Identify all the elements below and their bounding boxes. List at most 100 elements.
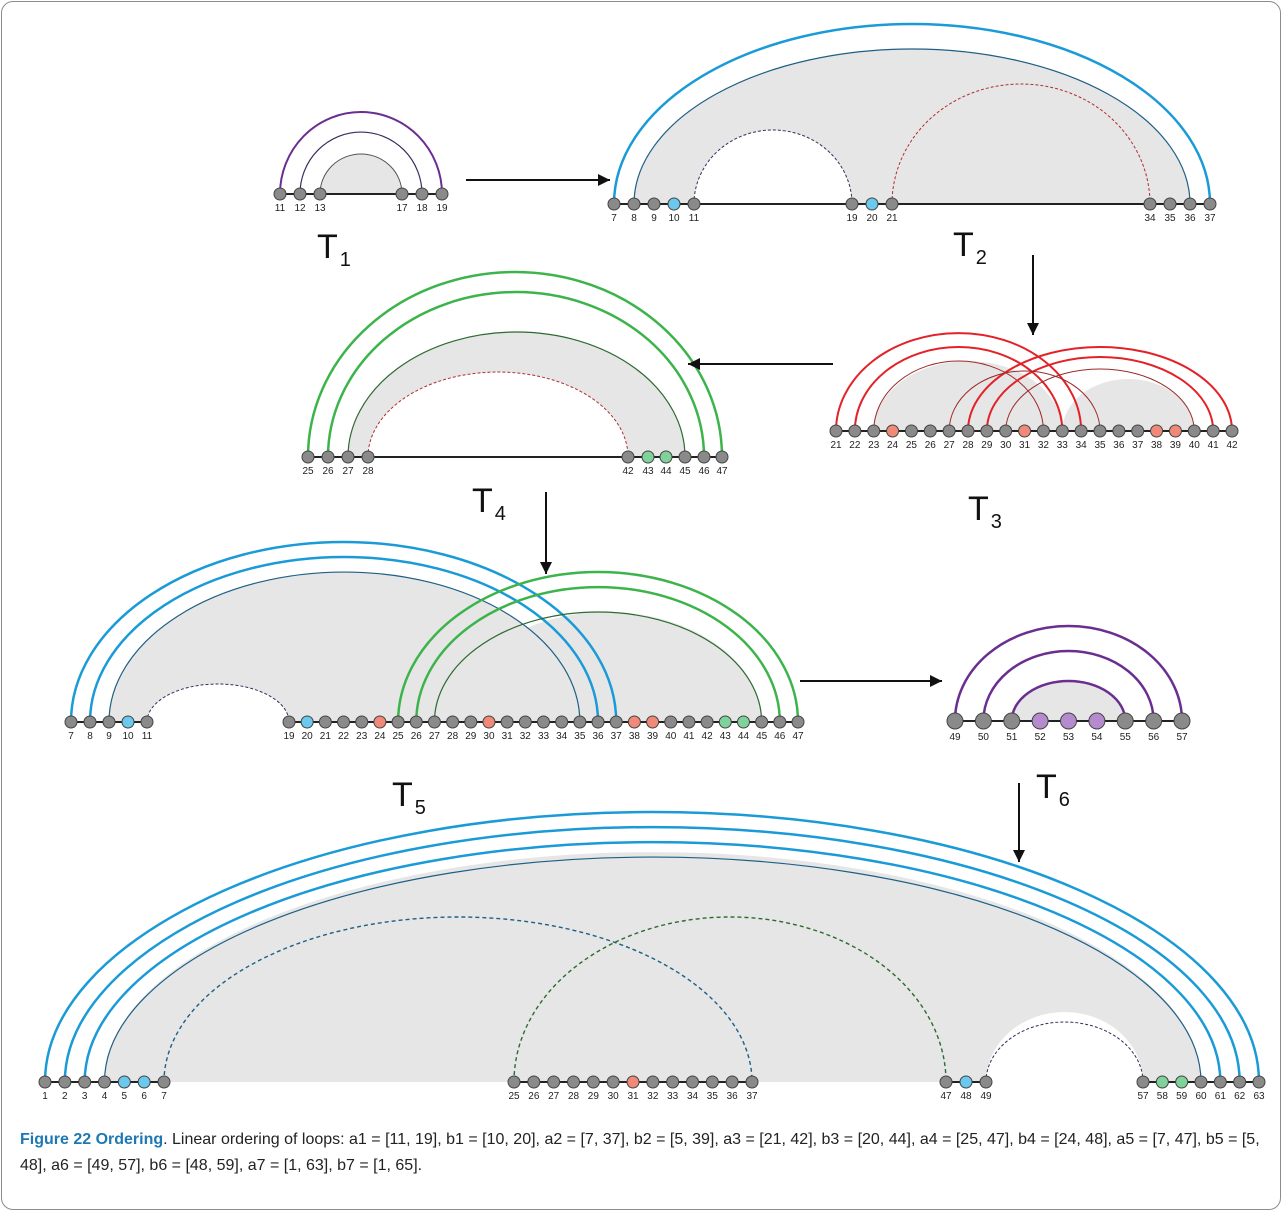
t3-arc-a1 bbox=[835, 332, 1083, 432]
t6-shade bbox=[1011, 681, 1126, 721]
t3-node bbox=[961, 424, 975, 438]
t7-node-label: 27 bbox=[548, 1091, 560, 1102]
t2-node-label: 37 bbox=[1204, 213, 1216, 224]
t3-node bbox=[980, 424, 994, 438]
t5-node bbox=[736, 715, 750, 729]
t4-node bbox=[641, 450, 655, 464]
t2-node bbox=[885, 197, 899, 211]
t3-node bbox=[867, 424, 881, 438]
t5-node bbox=[446, 715, 460, 729]
t7-node bbox=[705, 1075, 719, 1089]
t2-node bbox=[1183, 197, 1197, 211]
t5-node-label: 31 bbox=[502, 731, 514, 742]
loop-ordering-diagram: 11 12 13 17 18 19T 17 8 9 10 11 19 20 21 34 35 36 37T 221 2… bbox=[38, 22, 1266, 1102]
t1-node-label: 18 bbox=[416, 203, 428, 214]
t4-node bbox=[715, 450, 729, 464]
t1-arc-mid bbox=[299, 131, 423, 195]
t4-node bbox=[621, 450, 635, 464]
t7-node-label: 49 bbox=[980, 1091, 992, 1102]
arrow-t6-t7 bbox=[1013, 783, 1025, 862]
t2-arc-dashed-red bbox=[891, 83, 1151, 205]
t1-arc-inner bbox=[319, 153, 403, 195]
t7-node-label: 26 bbox=[528, 1091, 540, 1102]
t5-node bbox=[537, 715, 550, 729]
t4-node bbox=[361, 450, 375, 464]
t5-node bbox=[427, 715, 441, 729]
t3-node-label: 29 bbox=[981, 440, 993, 451]
t7-node-label: 2 bbox=[62, 1091, 68, 1102]
t7-node-label: 35 bbox=[707, 1091, 719, 1102]
t4-node bbox=[678, 450, 692, 464]
t1-arc-outer bbox=[279, 111, 443, 195]
t3-node-label: 27 bbox=[944, 440, 956, 451]
arrow-t4-t5 bbox=[540, 492, 552, 574]
t7-node bbox=[626, 1075, 640, 1089]
t3-node-label: 33 bbox=[1057, 440, 1069, 451]
t5-node bbox=[282, 715, 296, 729]
t7-node-label: 61 bbox=[1215, 1091, 1227, 1102]
arrow-t5-t6 bbox=[800, 675, 942, 687]
t4-node-label: 45 bbox=[679, 466, 691, 477]
t5-arc-blue-1 bbox=[69, 540, 618, 723]
t7-node-label: 1 bbox=[42, 1091, 48, 1102]
t5-arc-green-3 bbox=[433, 611, 763, 723]
t7-shade-outer bbox=[104, 852, 1201, 1082]
t4-node bbox=[341, 450, 355, 464]
t6-node-label: 54 bbox=[1091, 732, 1103, 743]
t3-node bbox=[1036, 424, 1050, 438]
figure-label: Figure 22 Ordering bbox=[20, 1131, 164, 1148]
t3-node bbox=[904, 424, 918, 438]
t5-node-label: 26 bbox=[411, 731, 423, 742]
t7-arc-blue-2 bbox=[63, 825, 1241, 1083]
t7-arc-blue-1 bbox=[43, 810, 1261, 1083]
t3-node bbox=[923, 424, 937, 438]
t4-node-label: 43 bbox=[642, 466, 654, 477]
t7-node-label: 60 bbox=[1195, 1091, 1207, 1102]
t5-node-label: 42 bbox=[702, 731, 714, 742]
t7-node-label: 4 bbox=[102, 1091, 108, 1102]
t6-node bbox=[1173, 712, 1191, 730]
t6-node bbox=[1116, 712, 1134, 730]
t5-node-label: 10 bbox=[122, 731, 134, 742]
t1-node-label: 19 bbox=[436, 203, 448, 214]
t2-node-label: 35 bbox=[1164, 213, 1176, 224]
t3-node-label: 34 bbox=[1076, 440, 1088, 451]
t5-node-label: 23 bbox=[356, 731, 368, 742]
t4-shade bbox=[348, 332, 685, 457]
t3-node bbox=[829, 424, 843, 438]
t7-node bbox=[117, 1075, 131, 1089]
t7-node bbox=[547, 1075, 561, 1089]
t3-node bbox=[848, 424, 862, 438]
t2-node bbox=[845, 197, 859, 211]
t2-node bbox=[607, 197, 621, 211]
t7-node-label: 32 bbox=[647, 1091, 659, 1102]
t7-node-label: 33 bbox=[667, 1091, 679, 1102]
t3-node-label: 40 bbox=[1189, 440, 1201, 451]
t5-node bbox=[518, 715, 532, 729]
t5-node bbox=[573, 715, 587, 729]
t3-arc-b2 bbox=[985, 356, 1215, 432]
t2-node bbox=[1143, 197, 1157, 211]
t3-arc-a2 bbox=[853, 346, 1064, 432]
t4-arc-2 bbox=[326, 290, 706, 458]
t7-node-label: 63 bbox=[1253, 1091, 1265, 1102]
t7-node bbox=[1175, 1075, 1189, 1089]
t5-node-label: 30 bbox=[483, 731, 495, 742]
t2-arc-inner bbox=[633, 48, 1191, 205]
t3-node bbox=[1074, 424, 1088, 438]
t7-node bbox=[666, 1075, 680, 1089]
t5-node-label: 35 bbox=[574, 731, 586, 742]
t3-node-label: 26 bbox=[925, 440, 937, 451]
t2-node-label: 8 bbox=[631, 213, 637, 224]
t7-node-label: 7 bbox=[161, 1091, 167, 1102]
t5-node-label: 11 bbox=[142, 731, 153, 742]
t3-node bbox=[1018, 424, 1032, 438]
t3-node-label: 21 bbox=[830, 440, 842, 451]
t6-node bbox=[974, 712, 992, 730]
t5-node-label: 47 bbox=[792, 731, 804, 742]
t4-node-label: 42 bbox=[622, 466, 634, 477]
t1-node bbox=[313, 187, 327, 201]
t5-node-label: 19 bbox=[283, 731, 295, 742]
t3-node-label: 32 bbox=[1038, 440, 1050, 451]
